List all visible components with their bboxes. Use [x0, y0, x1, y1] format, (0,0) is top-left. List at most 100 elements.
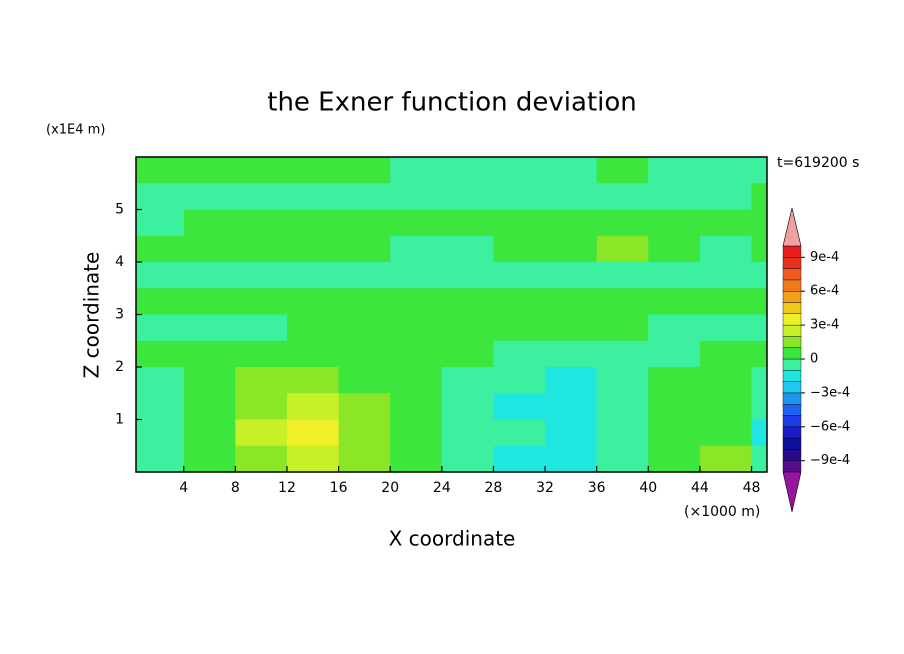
contour-cell: [235, 393, 288, 421]
colorbar-segment: [782, 324, 802, 337]
x-tick-label: 8: [231, 480, 240, 496]
contour-cell: [699, 235, 753, 263]
contour-cell: [751, 262, 767, 289]
contour-cell: [648, 157, 701, 184]
contour-cell: [751, 419, 767, 447]
colorbar-segment: [782, 313, 802, 326]
y-tick-label: 1: [115, 412, 124, 428]
contour-cell: [286, 235, 340, 263]
contour-cell: [136, 288, 185, 316]
contour-cell: [390, 288, 443, 316]
contour-cell: [699, 367, 753, 394]
colorbar-segment: [782, 245, 802, 258]
contour-cell: [699, 419, 753, 447]
contour-cell: [699, 340, 753, 368]
y-tick-label: 4: [115, 254, 124, 270]
colorbar-segment: [782, 336, 802, 348]
colorbar-over: [782, 207, 802, 247]
contour-cell: [596, 209, 649, 237]
x-tick-label: 48: [743, 480, 761, 496]
x-tick-label: 4: [179, 480, 188, 496]
contour-cell: [699, 183, 753, 211]
contour-cell: [390, 340, 443, 368]
contour-cell: [136, 393, 185, 421]
contour-cell: [648, 393, 701, 421]
contour-cell: [493, 288, 546, 316]
contour-cell: [286, 209, 340, 237]
x-tick-label: 24: [433, 480, 451, 496]
contour-cell: [441, 314, 495, 342]
contour-cell: [136, 340, 185, 368]
colorbar-segment: [782, 392, 802, 405]
contour-cell: [338, 288, 391, 316]
contour-cell: [545, 262, 598, 289]
contour-cell: [493, 419, 546, 447]
contour-cell: [699, 393, 753, 421]
contour-cell: [545, 445, 598, 472]
contour-cell: [136, 157, 185, 184]
contour-cell: [648, 209, 701, 237]
contour-cell: [136, 314, 185, 342]
contour-cell: [441, 183, 495, 211]
contour-cell: [596, 445, 649, 472]
contour-cell: [183, 393, 236, 421]
contour-cell: [136, 367, 185, 394]
contour-cell: [648, 314, 701, 342]
y-axis-label: Z coordinate: [80, 252, 104, 379]
contour-cell: [338, 314, 391, 342]
contour-cell: [235, 183, 288, 211]
contour-cell: [286, 157, 340, 184]
contour-cell: [390, 445, 443, 472]
contour-cell: [235, 314, 288, 342]
colorbar: −9e-4 −6e-4 −3e-4 0 3e-4 6e-4 9e-4: [782, 207, 850, 513]
contour-cell: [390, 419, 443, 447]
contour-cell: [545, 209, 598, 237]
contour-cell: [751, 445, 767, 472]
y-unit: (x1E4 m): [46, 123, 105, 138]
colorbar-tick-label: −3e-4: [810, 385, 850, 400]
x-unit: (×1000 m): [684, 504, 760, 520]
contour-cell: [493, 262, 546, 289]
contour-cell: [183, 419, 236, 447]
x-axis-label: X coordinate: [389, 527, 516, 551]
contour-cell: [286, 367, 340, 394]
contour-cell: [596, 235, 649, 263]
contour-cell: [545, 288, 598, 316]
contour-cell: [441, 419, 495, 447]
contour-cell: [286, 288, 340, 316]
contour-cell: [596, 419, 649, 447]
contour-cell: [441, 262, 495, 289]
contour-cell: [286, 340, 340, 368]
contour-cell: [183, 235, 236, 263]
colorbar-tick-label: 9e-4: [810, 250, 839, 265]
contour-cell: [545, 183, 598, 211]
contour-cell: [648, 262, 701, 289]
x-tick-label: 20: [381, 480, 399, 496]
y-tick-label: 3: [115, 307, 124, 323]
contour-cell: [235, 419, 288, 447]
colorbar-segment: [782, 358, 802, 371]
contour-cell: [235, 235, 288, 263]
contour-cell: [183, 209, 236, 237]
contour-cell: [545, 367, 598, 394]
contour-cell: [751, 235, 767, 263]
contour-cell: [338, 419, 391, 447]
contour-cell: [751, 183, 767, 211]
contour-cell: [545, 157, 598, 184]
colorbar-segment: [782, 404, 802, 416]
contour-cell: [751, 157, 767, 184]
colorbar-segment: [782, 449, 802, 461]
contour-cell: [596, 314, 649, 342]
contour-cell: [441, 157, 495, 184]
contour-cell: [751, 340, 767, 368]
contour-cell: [390, 157, 443, 184]
contour-cell: [286, 183, 340, 211]
colorbar-segment: [782, 257, 802, 269]
contour-cell: [338, 445, 391, 472]
contour-cell: [136, 235, 185, 263]
colorbar-tick-label: 6e-4: [810, 284, 839, 299]
contour-cell: [648, 445, 701, 472]
colorbar-segment: [782, 460, 802, 473]
contour-cell: [493, 393, 546, 421]
